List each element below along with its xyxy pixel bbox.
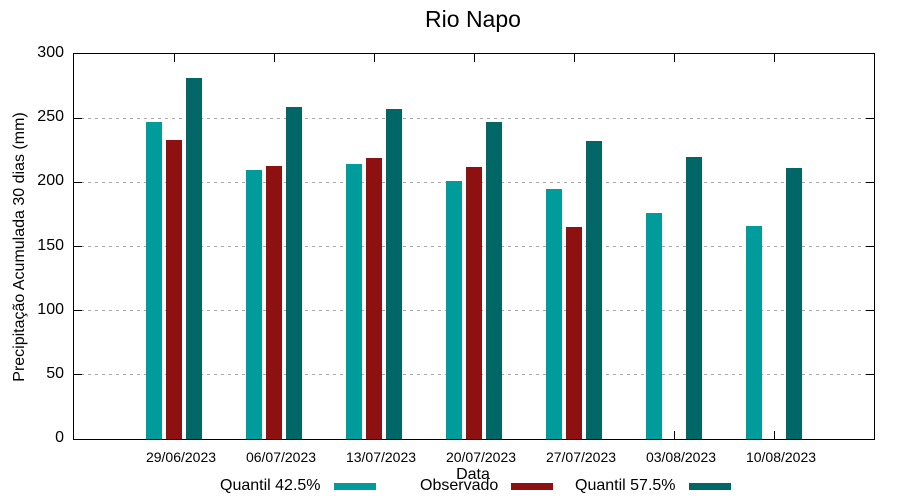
x-tick-label-03-08-2023: 03/08/2023 [645, 449, 717, 465]
y-tick-right-100 [866, 310, 874, 312]
y-tick-left-200 [74, 181, 82, 183]
gridline-250 [74, 117, 874, 119]
bar-quantil-57-5-10-08-2023 [786, 168, 802, 439]
x-tick-top-29-06-2023 [174, 54, 175, 62]
bar-quantil-42-5-06-07-2023 [246, 169, 262, 439]
bar-observado-13-07-2023 [366, 157, 382, 439]
x-tick-label-27-07-2023: 27/07/2023 [545, 449, 617, 465]
bar-quantil-57-5-06-07-2023 [286, 106, 302, 439]
legend-label-quantil-57-5: Quantil 57.5% [575, 477, 676, 494]
y-tick-label-50: 50 [46, 364, 64, 382]
y-tick-label-150: 150 [37, 236, 64, 254]
bar-quantil-57-5-13-07-2023 [386, 109, 402, 439]
x-tick-top-10-08-2023 [774, 54, 775, 62]
plot-area [73, 53, 875, 440]
x-tick-top-03-08-2023 [674, 54, 675, 62]
x-tick-label-10-08-2023: 10/08/2023 [745, 449, 817, 465]
chart-title: Rio Napo [425, 6, 521, 32]
y-tick-label-300: 300 [37, 44, 64, 61]
legend-swatch-quantil-57-5 [688, 482, 731, 490]
y-tick-left-250 [74, 117, 82, 119]
bar-quantil-42-5-29-06-2023 [146, 122, 162, 439]
legend-swatch-quantil-42-5 [333, 482, 376, 490]
y-tick-label-200: 200 [37, 172, 64, 190]
y-tick-right-150 [866, 246, 874, 247]
y-tick-right-50 [866, 374, 874, 376]
legend-swatch-observado [511, 482, 554, 490]
x-tick-top-20-07-2023 [474, 54, 475, 62]
x-tick-bottom-03-08-2023 [674, 431, 675, 439]
bar-quantil-42-5-10-08-2023 [746, 225, 762, 439]
x-tick-label-20-07-2023: 20/07/2023 [445, 449, 517, 465]
bar-quantil-42-5-27-07-2023 [546, 188, 562, 439]
legend-label-observado: Observado [420, 477, 499, 494]
x-tick-top-06-07-2023 [274, 54, 275, 62]
bar-quantil-57-5-29-06-2023 [186, 78, 202, 439]
x-tick-label-29-06-2023: 29/06/2023 [145, 449, 217, 465]
legend-item-observado: Observado [420, 477, 554, 495]
x-tick-label-06-07-2023: 06/07/2023 [245, 449, 317, 465]
bar-observado-06-07-2023 [266, 165, 282, 439]
x-tick-label-13-07-2023: 13/07/2023 [345, 449, 417, 465]
bar-quantil-42-5-20-07-2023 [446, 181, 462, 439]
bar-observado-20-07-2023 [466, 166, 482, 439]
bar-quantil-42-5-03-08-2023 [646, 213, 662, 439]
bar-quantil-57-5-27-07-2023 [586, 141, 602, 439]
bar-quantil-42-5-13-07-2023 [346, 164, 362, 439]
y-tick-label-250: 250 [37, 108, 64, 126]
legend-label-quantil-42-5: Quantil 42.5% [220, 477, 321, 494]
bar-quantil-57-5-20-07-2023 [486, 122, 502, 439]
bar-observado-29-06-2023 [166, 139, 182, 439]
y-tick-right-250 [866, 117, 874, 119]
x-tick-top-13-07-2023 [374, 54, 375, 62]
x-tick-top-27-07-2023 [574, 54, 575, 62]
bar-quantil-57-5-03-08-2023 [686, 156, 702, 439]
y-tick-left-100 [74, 310, 82, 312]
y-tick-label-100: 100 [37, 300, 64, 318]
x-axis-label: Data [456, 466, 490, 483]
y-tick-left-150 [74, 246, 82, 247]
legend-item-quantil-57-5: Quantil 57.5% [575, 477, 731, 495]
y-tick-left-50 [74, 374, 82, 376]
legend-item-quantil-42-5: Quantil 42.5% [220, 477, 376, 495]
y-tick-right-200 [866, 181, 874, 183]
bar-observado-27-07-2023 [566, 227, 582, 439]
y-tick-label-0: 0 [55, 429, 64, 446]
x-tick-bottom-10-08-2023 [774, 431, 775, 439]
